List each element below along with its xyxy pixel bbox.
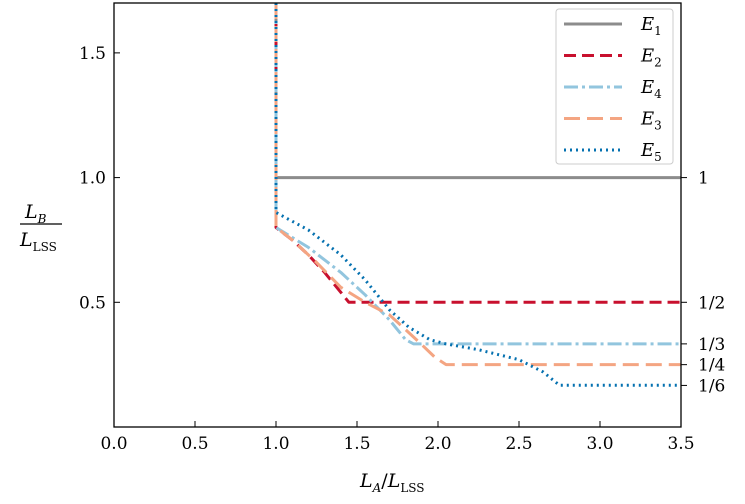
x-tick-label: 0.0 — [100, 434, 127, 454]
right-tick-label: 1/6 — [698, 376, 725, 396]
svg-text:LB: LB — [24, 201, 47, 226]
legend-label-e1: E1 — [640, 14, 662, 38]
right-tick-label: 1/2 — [698, 293, 725, 313]
x-label-main2: L — [387, 470, 401, 492]
y-label-num-main: L — [24, 201, 38, 223]
x-tick-label: 2.0 — [424, 434, 451, 454]
y-tick-label: 1.5 — [79, 44, 106, 64]
y-axis-label: LB LLSS — [19, 201, 62, 254]
right-tick-label: 1/4 — [698, 356, 725, 376]
legend-label-e4: E4 — [640, 77, 662, 101]
legend-label-e2: E2 — [640, 46, 662, 70]
x-tick-label: 1.0 — [262, 434, 289, 454]
svg-text:LLSS: LLSS — [19, 229, 57, 254]
y-label-num-sub: B — [37, 212, 47, 226]
x-tick-label: 1.5 — [343, 434, 370, 454]
plot-lines — [274, 3, 681, 387]
y-label-den-main: L — [19, 229, 33, 251]
x-tick-label: 3.5 — [667, 434, 694, 454]
y-tick-label: 1.0 — [79, 169, 106, 189]
x-label-main: L — [359, 470, 373, 492]
x-label-sub-lss: LSS — [400, 481, 424, 495]
axes-frame — [113, 2, 682, 428]
right-tick-label: 1 — [698, 169, 709, 189]
x-label-sub-a: A — [372, 481, 382, 495]
series-line-e5 — [274, 3, 681, 387]
ticks: 0.0 0.5 1.0 1.5 2.0 2.5 3.0 3.5 0.5 1.0 1.5 1 1/2 1/3… — [79, 44, 725, 454]
x-tick-label: 2.5 — [505, 434, 532, 454]
series-line-e3 — [274, 3, 681, 367]
legend: E1 E2 E4 E3 E5 — [555, 8, 674, 165]
x-tick-label: 3.0 — [586, 434, 613, 454]
right-tick-label: 1/3 — [698, 335, 725, 355]
y-label-den-sub: LSS — [33, 240, 57, 254]
y-tick-label: 0.5 — [79, 293, 106, 313]
x-tick-label: 0.5 — [181, 434, 208, 454]
legend-label-e5: E5 — [640, 140, 662, 164]
legend-label-e3: E3 — [640, 109, 662, 133]
x-axis-label: LA/LLSS — [359, 470, 425, 495]
x-label-slash: / — [381, 470, 388, 492]
